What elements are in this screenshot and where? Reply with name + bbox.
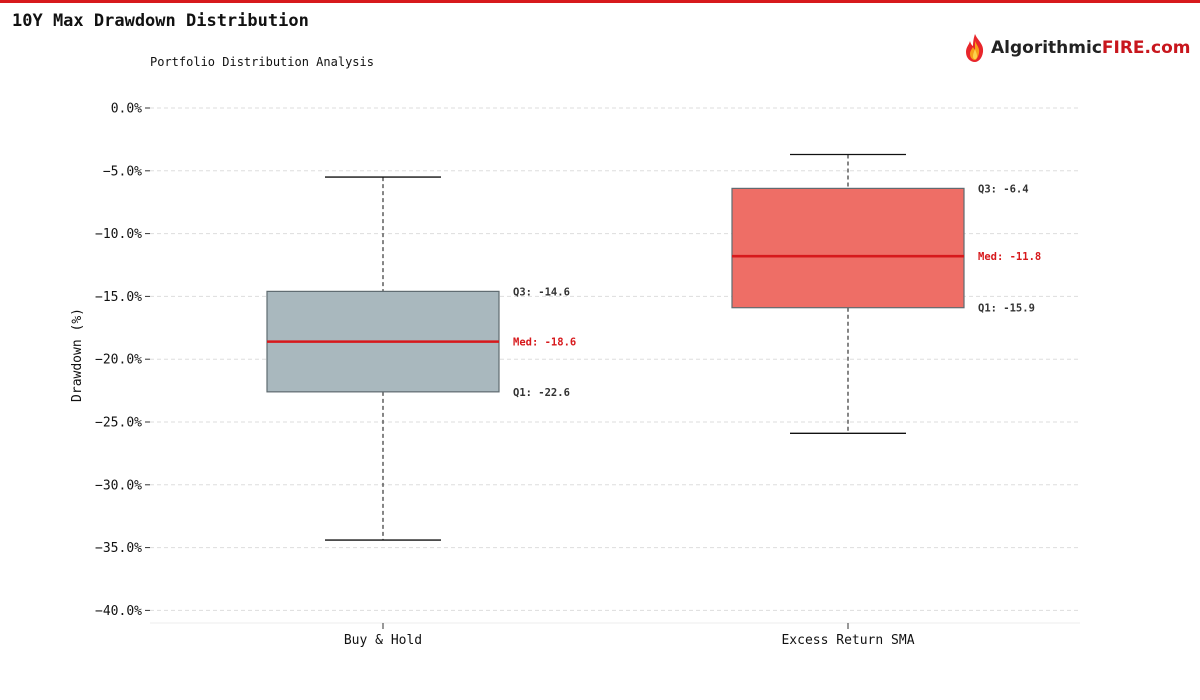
top-accent-bar [0, 0, 1200, 3]
y-tick-label: −15.0% [95, 290, 142, 305]
median-label: Med: -18.6 [513, 337, 576, 349]
q3-label: Q3: -14.6 [513, 286, 570, 298]
logo-text-algorithmic: Algorithmic [991, 38, 1102, 58]
median-label: Med: -11.8 [978, 251, 1041, 263]
y-tick-label: 0.0% [111, 102, 142, 117]
brand-logo: Algorithmic FIRE.com [962, 32, 1190, 64]
y-axis-label: Drawdown (%) [70, 308, 85, 402]
q3-label: Q3: -6.4 [978, 183, 1029, 195]
chart-subtitle: Portfolio Distribution Analysis [150, 55, 374, 69]
x-tick-label: Excess Return SMA [781, 633, 914, 648]
q1-label: Q1: -15.9 [978, 303, 1035, 315]
chart-title: 10Y Max Drawdown Distribution [12, 11, 309, 31]
y-tick-label: −25.0% [95, 416, 142, 431]
q1-label: Q1: -22.6 [513, 387, 570, 399]
y-tick-label: −35.0% [95, 541, 142, 556]
y-tick-label: −40.0% [95, 604, 142, 619]
logo-text-fire: FIRE.com [1101, 38, 1191, 58]
box-iqr [731, 187, 965, 309]
y-tick-label: −5.0% [103, 164, 142, 179]
x-tick-label: Buy & Hold [344, 633, 422, 648]
y-tick-label: −20.0% [95, 353, 142, 368]
y-tick-label: −10.0% [95, 227, 142, 242]
y-tick-label: −30.0% [95, 478, 142, 493]
flame-icon [966, 34, 984, 62]
